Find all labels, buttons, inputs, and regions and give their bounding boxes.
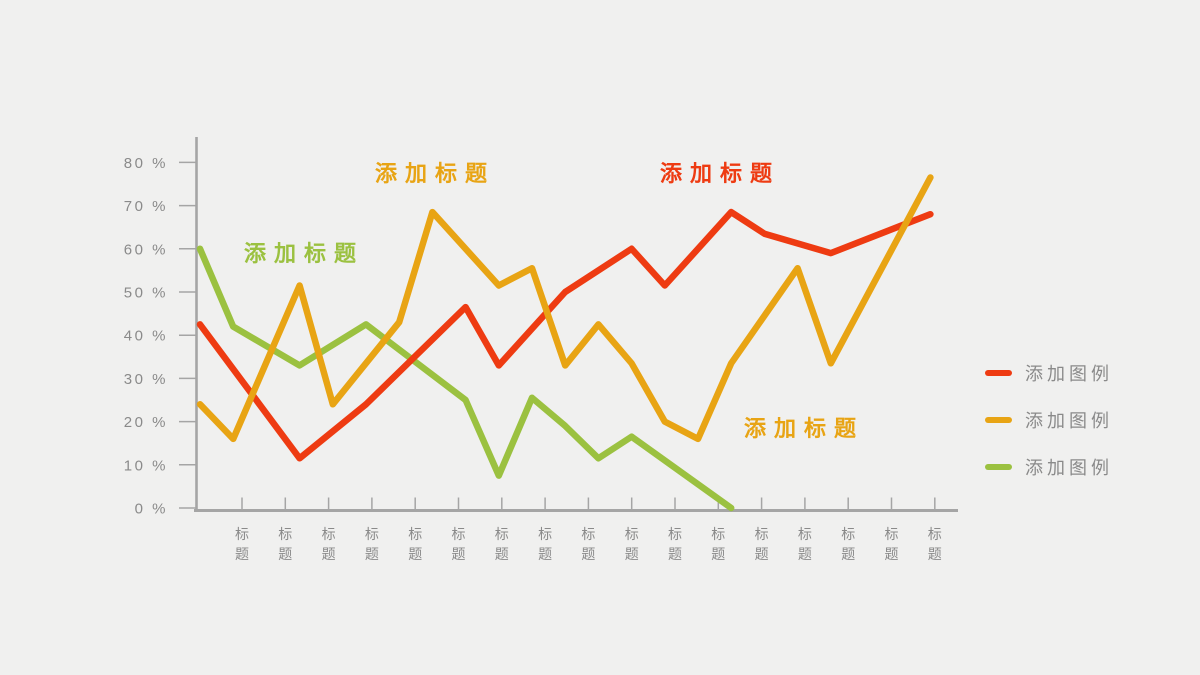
x-tick-label: 标 xyxy=(538,526,552,542)
y-tick-label: 80 % xyxy=(124,155,168,172)
y-tick-label: 10 % xyxy=(124,457,168,474)
x-tick-label: 题 xyxy=(495,546,509,562)
x-tick-label: 题 xyxy=(755,546,769,562)
legend-label-yellow: 添加图例 xyxy=(1025,411,1113,431)
series-line-0 xyxy=(196,208,934,462)
x-tick-label: 标 xyxy=(278,526,292,542)
x-tick-label: 题 xyxy=(365,546,379,562)
y-tick-label: 60 % xyxy=(124,241,168,258)
x-tick-label: 题 xyxy=(408,546,422,562)
series-line-2 xyxy=(196,245,735,512)
x-tick-label: 标 xyxy=(235,526,249,542)
x-tick-label: 标 xyxy=(322,526,336,542)
x-tick-label: 标 xyxy=(408,526,422,542)
y-tick-label: 30 % xyxy=(124,371,168,388)
x-tick-label: 标 xyxy=(625,526,639,542)
legend-item-red: 添加图例 xyxy=(985,362,1113,384)
x-tick-label: 标 xyxy=(711,526,725,542)
legend-swatch-red-dash-icon xyxy=(985,370,1012,376)
chart-annotation-red: 添加标题 xyxy=(659,161,781,186)
x-tick-label: 标 xyxy=(581,526,595,542)
y-tick-label: 20 % xyxy=(124,414,168,431)
x-tick-label: 标 xyxy=(798,526,812,542)
x-tick-label: 题 xyxy=(798,546,812,562)
legend-swatch-yellow-dash-icon xyxy=(985,417,1012,423)
x-tick-label: 标 xyxy=(452,526,466,542)
legend-swatch-green-dash-icon xyxy=(985,464,1012,470)
x-tick-label: 题 xyxy=(841,546,855,562)
x-tick-label: 题 xyxy=(538,546,552,562)
x-tick-label: 题 xyxy=(668,546,682,562)
chart-annotation-green: 添加标题 xyxy=(243,241,365,266)
x-tick-label: 标 xyxy=(928,526,942,542)
x-tick-label: 题 xyxy=(278,546,292,562)
x-tick-label: 标 xyxy=(755,526,769,542)
x-tick-label: 标 xyxy=(495,526,509,542)
x-tick-label: 题 xyxy=(235,546,249,562)
chart-legend: 添加图例 添加图例 添加图例 xyxy=(985,362,1113,503)
legend-item-green: 添加图例 xyxy=(985,456,1113,478)
x-tick-label: 标 xyxy=(365,526,379,542)
legend-item-yellow: 添加图例 xyxy=(985,409,1113,431)
y-tick-label: 40 % xyxy=(124,328,168,345)
y-tick-label: 50 % xyxy=(124,285,168,302)
series-line-1 xyxy=(196,174,934,443)
legend-label-red: 添加图例 xyxy=(1025,364,1113,384)
x-tick-label: 题 xyxy=(322,546,336,562)
x-tick-label: 题 xyxy=(928,546,942,562)
y-tick-label: 70 % xyxy=(124,198,168,215)
x-tick-label: 题 xyxy=(711,546,725,562)
x-tick-label: 题 xyxy=(452,546,466,562)
x-tick-label: 题 xyxy=(885,546,899,562)
x-tick-label: 题 xyxy=(625,546,639,562)
legend-label-green: 添加图例 xyxy=(1025,458,1113,478)
x-tick-label: 标 xyxy=(841,526,855,542)
x-tick-label: 标 xyxy=(885,526,899,542)
y-tick-label: 0 % xyxy=(135,501,168,518)
x-tick-label: 标 xyxy=(668,526,682,542)
x-tick-label: 题 xyxy=(581,546,595,562)
chart-annotation-yellow-bottom: 添加标题 xyxy=(743,416,865,441)
chart-annotation-yellow-top: 添加标题 xyxy=(374,161,496,186)
